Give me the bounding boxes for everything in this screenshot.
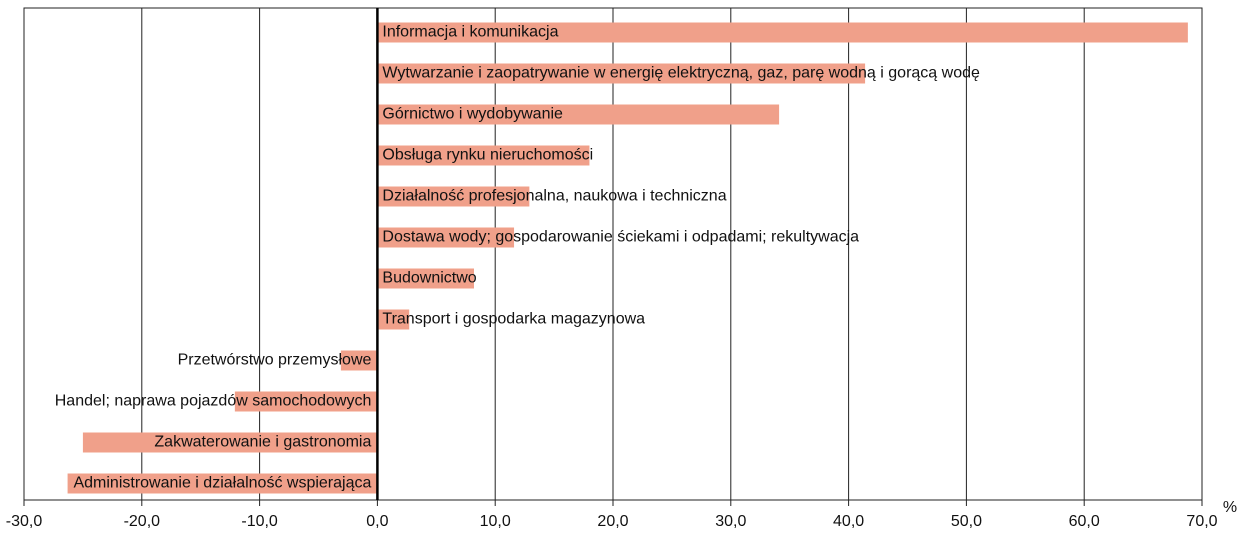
bar	[377, 268, 474, 289]
bar	[340, 350, 378, 371]
x-tick-label: 40,0	[833, 513, 864, 530]
bar	[377, 309, 410, 330]
x-tick-label: 20,0	[597, 513, 628, 530]
category-label: Handel; naprawa pojazdów samochodowych	[55, 393, 372, 410]
bar	[67, 473, 378, 494]
category-label: Wytwarzanie i zaopatrywanie w energię el…	[382, 65, 980, 82]
bar	[82, 432, 378, 453]
category-label: Administrowanie i działalność wspierając…	[73, 475, 371, 492]
bar	[377, 145, 590, 166]
x-tick-label: 30,0	[715, 513, 746, 530]
category-label: Informacja i komunikacja	[382, 24, 558, 41]
category-label: Przetwórstwo przemysłowe	[178, 352, 372, 369]
x-tick-label: -20,0	[124, 513, 161, 530]
x-axis-unit: %	[1223, 499, 1237, 516]
category-label: Dostawa wody; gospodarowanie ściekami i …	[382, 229, 859, 246]
bar	[377, 186, 530, 207]
category-label: Zakwaterowanie i gastronomia	[154, 434, 371, 451]
x-tick-label: 10,0	[480, 513, 511, 530]
x-tick-label: 50,0	[951, 513, 982, 530]
bar	[377, 63, 866, 84]
bar	[377, 104, 780, 125]
x-tick-label: -10,0	[241, 513, 278, 530]
bar	[234, 391, 378, 412]
bar	[377, 22, 1188, 43]
category-label: Obsługa rynku nieruchomości	[382, 147, 593, 164]
x-tick-label: -30,0	[6, 513, 43, 530]
category-label: Górnictwo i wydobywanie	[382, 106, 563, 123]
x-tick-label: 0,0	[366, 513, 388, 530]
x-tick-label: 70,0	[1186, 513, 1217, 530]
bar	[377, 227, 515, 248]
category-label: Budownictwo	[382, 270, 476, 287]
category-label: Transport i gospodarka magazynowa	[382, 311, 645, 328]
category-label: Działalność profesjonalna, naukowa i tec…	[382, 188, 726, 205]
x-tick-label: 60,0	[1069, 513, 1100, 530]
